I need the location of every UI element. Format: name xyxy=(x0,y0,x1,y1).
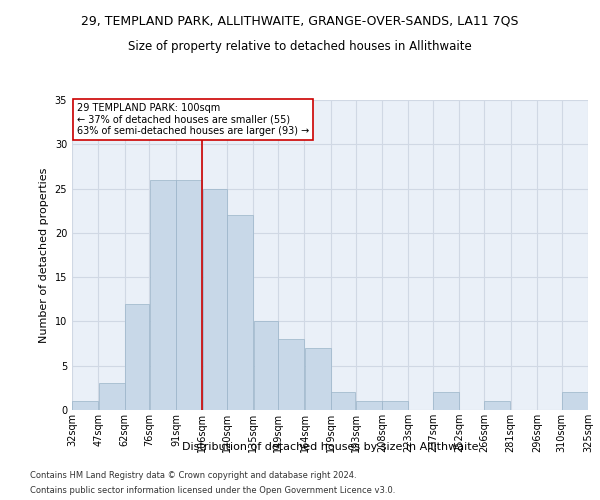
Bar xyxy=(203,188,227,410)
Bar xyxy=(98,384,125,410)
Bar xyxy=(356,401,382,410)
Text: 29 TEMPLAND PARK: 100sqm
← 37% of detached houses are smaller (55)
63% of semi-d: 29 TEMPLAND PARK: 100sqm ← 37% of detach… xyxy=(77,103,310,136)
Text: Contains public sector information licensed under the Open Government Licence v3: Contains public sector information licen… xyxy=(30,486,395,495)
Bar xyxy=(562,392,588,410)
Bar xyxy=(72,401,98,410)
Text: Distribution of detached houses by size in Allithwaite: Distribution of detached houses by size … xyxy=(182,442,478,452)
Bar xyxy=(305,348,331,410)
Bar xyxy=(433,392,459,410)
Bar xyxy=(125,304,149,410)
Bar xyxy=(382,401,408,410)
Text: Size of property relative to detached houses in Allithwaite: Size of property relative to detached ho… xyxy=(128,40,472,53)
Bar xyxy=(176,180,202,410)
Bar xyxy=(227,215,253,410)
Bar xyxy=(484,401,510,410)
Bar xyxy=(278,339,304,410)
Y-axis label: Number of detached properties: Number of detached properties xyxy=(39,168,49,342)
Bar xyxy=(254,322,278,410)
Bar xyxy=(331,392,355,410)
Text: Contains HM Land Registry data © Crown copyright and database right 2024.: Contains HM Land Registry data © Crown c… xyxy=(30,471,356,480)
Bar xyxy=(150,180,176,410)
Text: 29, TEMPLAND PARK, ALLITHWAITE, GRANGE-OVER-SANDS, LA11 7QS: 29, TEMPLAND PARK, ALLITHWAITE, GRANGE-O… xyxy=(81,15,519,28)
